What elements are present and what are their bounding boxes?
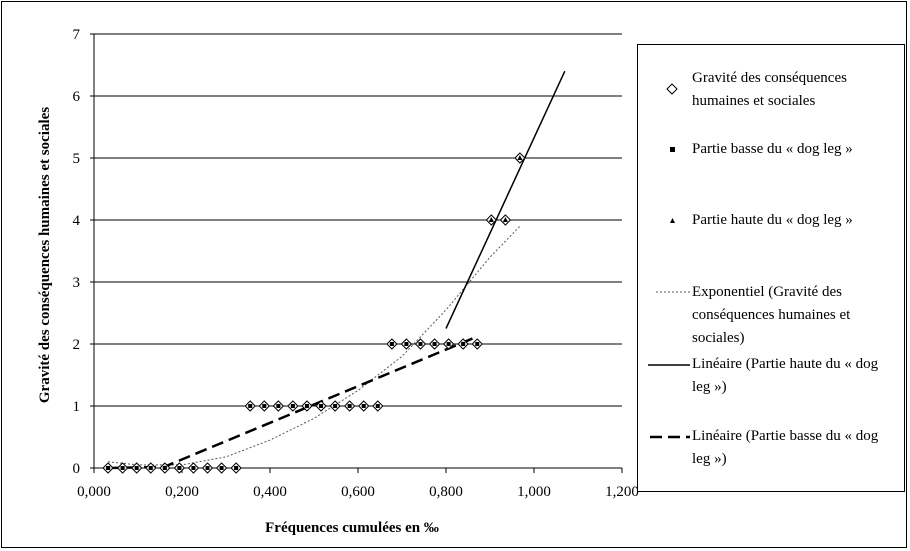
square-marker <box>262 404 267 408</box>
square-marker <box>205 466 210 470</box>
x-tick-label: 0,000 <box>77 484 111 500</box>
legend: Gravité des conséquences humaines et soc… <box>637 44 905 492</box>
square-marker <box>219 466 224 470</box>
x-tick-label: 1,000 <box>517 484 551 500</box>
square-marker <box>276 404 281 408</box>
solid-line-icon <box>648 364 690 366</box>
legend-label: Gravité des conséquences humaines et soc… <box>692 70 847 109</box>
square-marker <box>177 466 182 470</box>
legend-label: Linéaire (Partie haute du « dog leg ») <box>692 356 879 395</box>
square-marker <box>191 466 196 470</box>
x-axis-title: Fréquences cumulées en ‰ <box>265 520 439 536</box>
square-marker <box>319 404 324 408</box>
square-marker-icon <box>670 147 675 152</box>
square-marker <box>389 342 394 346</box>
y-tick-label: 5 <box>73 151 81 167</box>
exponential-trendline <box>108 225 521 466</box>
axes <box>90 33 623 473</box>
y-tick-label: 4 <box>73 213 81 229</box>
legend-item-lineaire-haute: Linéaire (Partie haute du « dog leg ») <box>638 353 904 413</box>
y-tick-label: 6 <box>73 89 81 105</box>
legend-item-exponentiel: Exponentiel (Gravité des conséquences hu… <box>638 281 904 357</box>
square-marker <box>446 342 451 346</box>
linear-trendline-upper <box>445 70 566 329</box>
legend-item-partie-haute: Partie haute du « dog leg » <box>638 209 904 269</box>
tick-labels: 0 1 2 3 4 5 6 7 0,000 0,200 0,400 0,600 0,800 1,000 1,… <box>73 27 639 500</box>
triangle-marker <box>488 217 494 222</box>
data-markers <box>102 152 526 474</box>
square-marker <box>304 404 309 408</box>
legend-item-gravite: Gravité des conséquences humaines et soc… <box>638 67 904 127</box>
legend-label: Partie basse du « dog leg » <box>692 141 853 157</box>
x-tick-label: 0,800 <box>429 484 463 500</box>
triangle-marker <box>517 155 523 160</box>
square-marker <box>404 342 409 346</box>
square-marker <box>418 342 423 346</box>
y-tick-label: 2 <box>73 337 81 353</box>
dashed-line-icon <box>650 435 690 439</box>
square-marker <box>148 466 153 470</box>
legend-label: Exponentiel (Gravité des conséquences hu… <box>692 284 851 346</box>
square-marker <box>475 342 480 346</box>
gridlines <box>94 33 622 407</box>
square-marker <box>162 466 167 470</box>
dotted-line-icon <box>656 291 690 293</box>
x-tick-label: 0,400 <box>253 484 287 500</box>
triangle-marker <box>502 217 508 222</box>
y-axis-title: Gravité des conséquences humaines et soc… <box>37 107 53 403</box>
square-marker <box>290 404 295 408</box>
legend-label: Partie haute du « dog leg » <box>692 212 853 228</box>
square-marker <box>361 404 366 408</box>
legend-label: Linéaire (Partie basse du « dog leg ») <box>692 428 879 467</box>
x-tick-label: 0,600 <box>341 484 375 500</box>
square-marker <box>134 466 139 470</box>
square-marker <box>461 342 466 346</box>
square-marker <box>120 466 125 470</box>
square-marker <box>248 404 253 408</box>
square-marker <box>234 466 239 470</box>
square-marker <box>432 342 437 346</box>
y-tick-label: 0 <box>73 461 81 477</box>
square-marker <box>106 466 111 470</box>
x-tick-label: 1,200 <box>605 484 639 500</box>
legend-item-lineaire-basse: Linéaire (Partie basse du « dog leg ») <box>638 425 904 485</box>
y-tick-label: 1 <box>73 399 81 415</box>
x-tick-label: 0,200 <box>165 484 199 500</box>
square-marker <box>375 404 380 408</box>
square-marker <box>333 404 338 408</box>
triangle-marker-icon <box>670 218 675 223</box>
square-marker <box>347 404 352 408</box>
diamond-marker-icon <box>666 83 678 95</box>
y-tick-label: 3 <box>73 275 81 291</box>
legend-item-partie-basse: Partie basse du « dog leg » <box>638 138 904 198</box>
y-tick-label: 7 <box>73 27 81 43</box>
